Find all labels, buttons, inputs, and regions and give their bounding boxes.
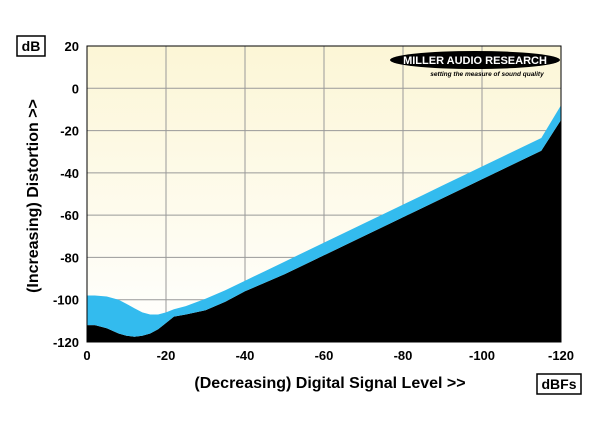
y-tick-label: -60 — [60, 208, 79, 223]
x-tick-label: -100 — [469, 348, 495, 363]
y-tick-labels: 20 0 -20 -40 -60 -80 -100 -120 — [53, 39, 79, 350]
logo-name: MILLER AUDIO RESEARCH — [403, 55, 547, 67]
y-tick-label: -100 — [53, 293, 79, 308]
x-tick-label: -20 — [157, 348, 176, 363]
distortion-band — [87, 105, 561, 337]
below-band-fill — [87, 120, 561, 342]
y-tick-label: 20 — [65, 39, 79, 54]
y-tick-label: -40 — [60, 166, 79, 181]
x-unit-label: dBFs — [542, 376, 577, 392]
y-unit-box: dB — [16, 35, 46, 57]
x-axis-title: (Decreasing) Digital Signal Level >> — [194, 375, 465, 392]
plot-border — [86, 45, 562, 343]
logo-tagline: setting the measure of sound quality — [430, 71, 544, 78]
x-unit-box: dBFs — [536, 373, 582, 395]
miller-audio-research-logo: MILLER AUDIO RESEARCH setting the measur… — [390, 51, 560, 78]
x-tick-labels: 0 -20 -40 -60 -80 -100 -120 — [83, 348, 574, 363]
y-tick-label: -20 — [60, 124, 79, 139]
x-tick-label: 0 — [83, 348, 90, 363]
x-tick-label: -80 — [394, 348, 413, 363]
y-tick-label: -80 — [60, 250, 79, 265]
y-tick-label: -120 — [53, 335, 79, 350]
y-axis-title: (Increasing) Distortion >> — [25, 99, 42, 293]
y-tick-label: 0 — [72, 81, 79, 96]
y-unit-label: dB — [22, 38, 41, 54]
x-tick-label: -60 — [315, 348, 334, 363]
x-tick-label: -120 — [548, 348, 574, 363]
x-tick-label: -40 — [236, 348, 255, 363]
